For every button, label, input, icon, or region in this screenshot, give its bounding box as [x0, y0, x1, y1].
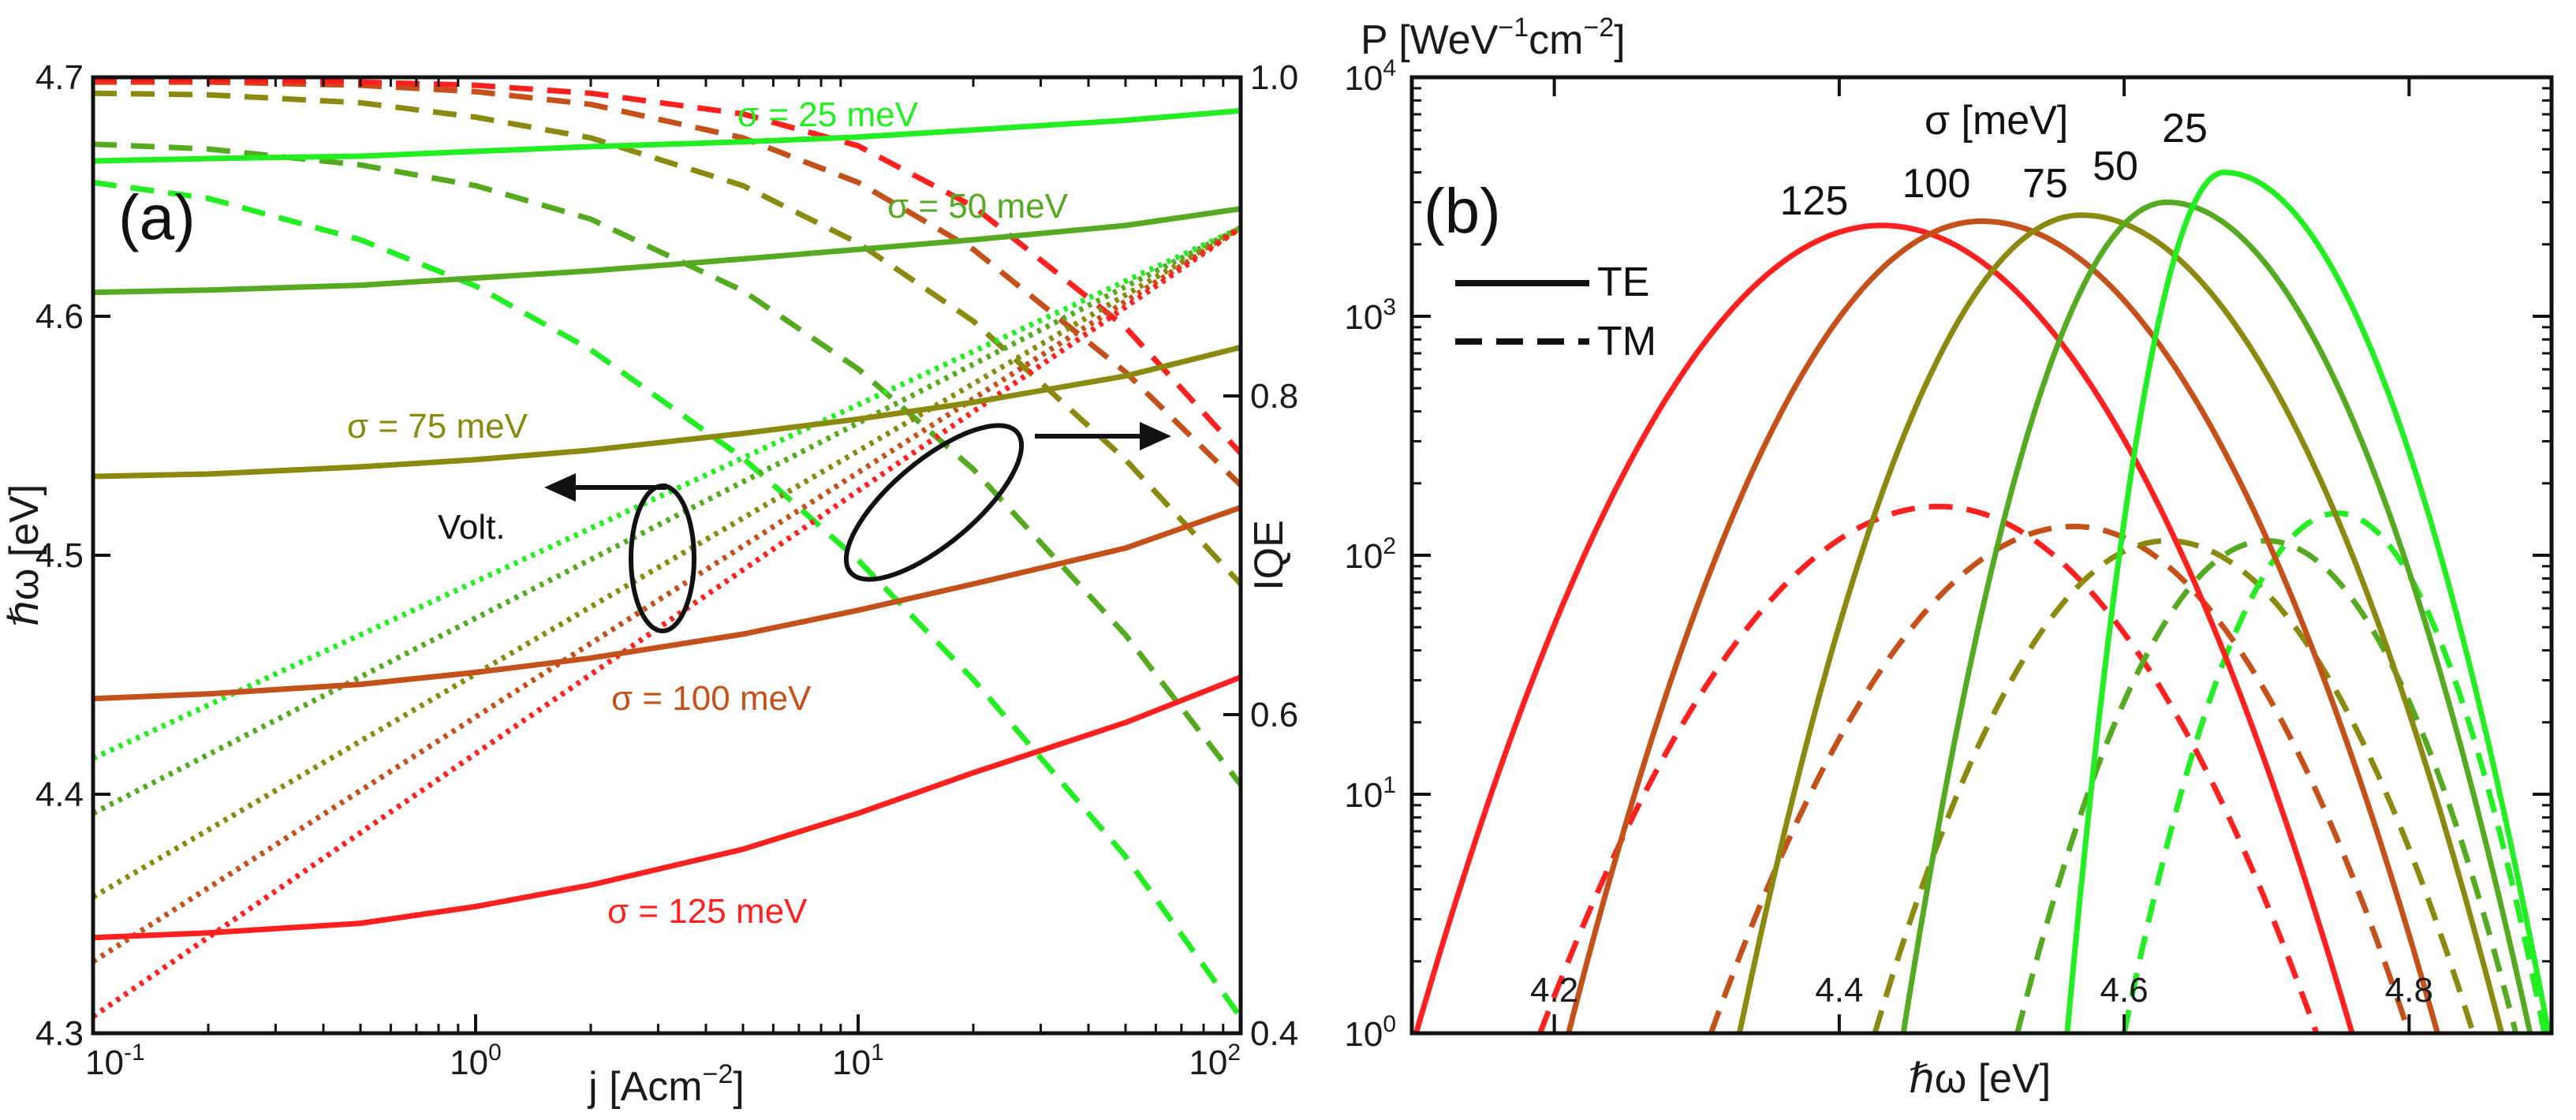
- a-ytick-label: 4.4: [35, 775, 84, 814]
- a-y2tick-label: 0.6: [1250, 696, 1298, 734]
- anno-sigma-100: σ = 100 meV: [611, 679, 812, 718]
- photon-energy-line-75: [93, 345, 1241, 480]
- peak-label-75: 75: [2022, 161, 2068, 207]
- te-spectrum-100: [1566, 218, 2440, 1033]
- iqe-line-125: [93, 77, 1241, 456]
- anno-sigma-25: σ = 25 meV: [737, 95, 919, 134]
- b-ytick-label: 100: [1344, 1011, 1396, 1054]
- peak-label-125: 125: [1780, 178, 1849, 224]
- panel-b-frame: [1409, 75, 2554, 1036]
- a-xtick-label: 10-1: [85, 1040, 145, 1082]
- tm-spectrum-125: [1537, 503, 2320, 1033]
- voltage-arrow: [562, 483, 666, 490]
- panel-a: 4.3 4.4 4.5 4.6 4.7 0.4 0.6 0.8 1.0 10-1 100 101 102…: [2, 58, 1298, 1110]
- te-spectrum-25: [2064, 170, 2552, 1033]
- anno-volt: Volt.: [438, 508, 506, 547]
- peak-label-25: 25: [2162, 106, 2208, 151]
- te-spectrum-50: [1900, 199, 2533, 1033]
- panel-a-plot-area: [93, 77, 1241, 1019]
- anno-sigma-75: σ = 75 meV: [347, 407, 528, 446]
- b-xtick-label: 4.2: [1530, 971, 1578, 1010]
- anno-sigma-50: σ = 50 meV: [887, 187, 1069, 226]
- a-ytick-label: 4.3: [35, 1014, 84, 1053]
- b-ytick-label: 101: [1344, 772, 1396, 815]
- anno-sigma-125: σ = 125 meV: [607, 892, 808, 931]
- panel-a-ylabel: ℏω [eV]: [2, 484, 47, 627]
- a-xtick-label: 101: [832, 1040, 884, 1082]
- panel-a-curves: [93, 77, 1241, 1019]
- tm-spectrum-75: [1872, 538, 2477, 1033]
- legend-title: σ [meV]: [1925, 98, 2068, 144]
- panel-a-label: (a): [118, 182, 196, 252]
- iqe-line-25: [93, 179, 1241, 1019]
- legend-tm-label: TM: [1597, 319, 1656, 364]
- photon-energy-line-125: [93, 674, 1241, 941]
- te-spectrum-75: [1736, 212, 2505, 1033]
- panel-a-xlabel: j [Acm−2]: [587, 1059, 745, 1110]
- b-xtick-label: 4.6: [2100, 971, 2149, 1010]
- b-xtick-label: 4.8: [2385, 971, 2433, 1010]
- panel-a-y2label: IQE: [1246, 520, 1292, 591]
- panel-b-plot-area: [1413, 170, 2552, 1033]
- a-xtick-label: 100: [450, 1040, 502, 1082]
- voltage-line-25: [93, 225, 1241, 761]
- a-xtick-label: 102: [1189, 1040, 1241, 1082]
- iqe-group-ellipse: [843, 423, 1025, 582]
- panel-b: 4.2 4.4 4.6 4.8 100 101 102 103 104 (b) P [WeV−1…: [1344, 13, 2554, 1102]
- voltage-arrow-head: [544, 473, 576, 502]
- panel-a-ticks: 4.3 4.4 4.5 4.6 4.7 0.4 0.6 0.8 1.0 10-1 100 101 102: [35, 58, 1298, 1082]
- panel-b-xlabel: ℏω [eV]: [1909, 1056, 2051, 1102]
- voltage-line-75: [93, 225, 1241, 900]
- legend-te-label: TE: [1597, 259, 1649, 305]
- b-ytick-label: 103: [1344, 294, 1396, 337]
- peak-label-100: 100: [1902, 161, 1971, 207]
- a-y2tick-label: 0.4: [1250, 1014, 1298, 1053]
- peak-label-50: 50: [2093, 144, 2138, 189]
- iqe-arrow-head: [1140, 422, 1171, 450]
- b-ytick-label: 104: [1344, 55, 1396, 98]
- a-ytick-label: 4.7: [35, 58, 84, 97]
- panel-a-frame: [91, 75, 1243, 1036]
- photon-energy-line-50: [93, 206, 1241, 296]
- photon-energy-line-100: [93, 505, 1241, 702]
- panel-b-curves: [1413, 170, 2552, 1033]
- photon-energy-line-25: [93, 107, 1241, 164]
- a-ytick-label: 4.6: [35, 297, 84, 336]
- b-ytick-label: 102: [1344, 533, 1396, 576]
- te-spectrum-125: [1413, 222, 2355, 1033]
- panel-b-label: (b): [1424, 176, 1501, 246]
- voltage-line-50: [93, 225, 1241, 816]
- a-y2tick-label: 1.0: [1250, 58, 1298, 97]
- a-ytick-label: 4.5: [35, 536, 84, 575]
- a-y2tick-label: 0.8: [1250, 377, 1298, 416]
- panel-b-ylabel: P [WeV−1cm−2]: [1361, 13, 1626, 63]
- b-xtick-label: 4.4: [1815, 971, 1863, 1010]
